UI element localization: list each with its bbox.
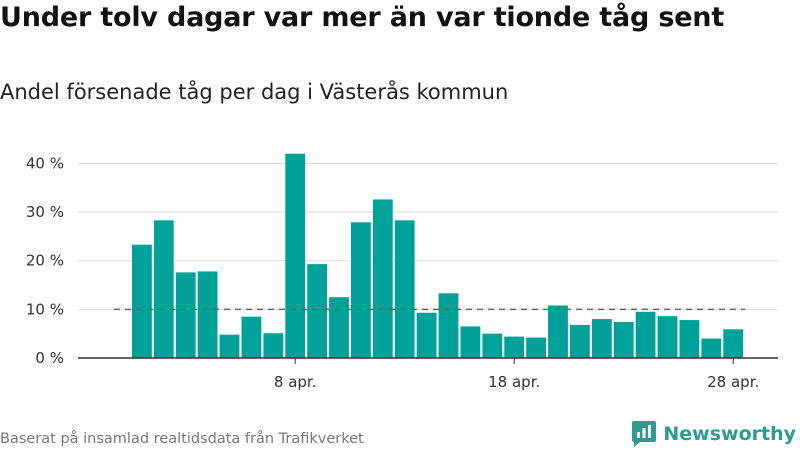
bar	[679, 320, 700, 358]
x-tick-label: 8 apr.	[274, 373, 317, 391]
bar	[460, 326, 481, 358]
bar	[263, 333, 284, 358]
y-tick-label: 0 %	[35, 349, 64, 367]
bar	[329, 297, 349, 358]
bar	[416, 312, 437, 358]
bar	[482, 333, 503, 358]
bar	[197, 271, 218, 358]
bar-chart: 0 % 10 % 20 % 30 % 40 % 8 apr. 18 apr. 28 apr.	[26, 153, 778, 391]
bar	[351, 222, 371, 358]
bar	[307, 264, 327, 358]
bar	[241, 316, 262, 358]
bar	[591, 319, 612, 358]
bar	[701, 338, 722, 358]
chart-title: Under tolv dagar var mer än var tionde t…	[0, 2, 725, 33]
bar	[372, 199, 393, 358]
y-tick-label: 30 %	[26, 203, 64, 221]
bar	[526, 337, 546, 358]
bar	[219, 334, 240, 358]
newsworthy-logo-icon	[632, 421, 657, 447]
bar	[635, 311, 656, 358]
bar	[723, 329, 744, 358]
brand-name: Newsworthy	[663, 423, 796, 445]
bar	[153, 220, 174, 358]
bar	[548, 305, 568, 358]
source-note: Baserat på insamlad realtidsdata från Tr…	[0, 431, 364, 447]
y-tick-label: 20 %	[26, 252, 64, 270]
bar	[613, 322, 634, 358]
y-tick-label: 10 %	[26, 300, 64, 318]
chart-subtitle: Andel försenade tåg per dag i Västerås k…	[0, 80, 509, 104]
brand-logo[interactable]: Newsworthy	[631, 420, 796, 448]
bar	[175, 272, 196, 358]
bar	[394, 220, 415, 358]
bar	[438, 293, 459, 358]
x-tick-label: 18 apr.	[488, 373, 540, 391]
bar	[132, 244, 152, 358]
bar	[504, 336, 525, 358]
bar	[570, 324, 590, 358]
bar	[657, 316, 678, 358]
y-tick-label: 40 %	[26, 154, 64, 172]
x-tick-label: 28 apr.	[707, 373, 759, 391]
bar	[285, 153, 306, 358]
